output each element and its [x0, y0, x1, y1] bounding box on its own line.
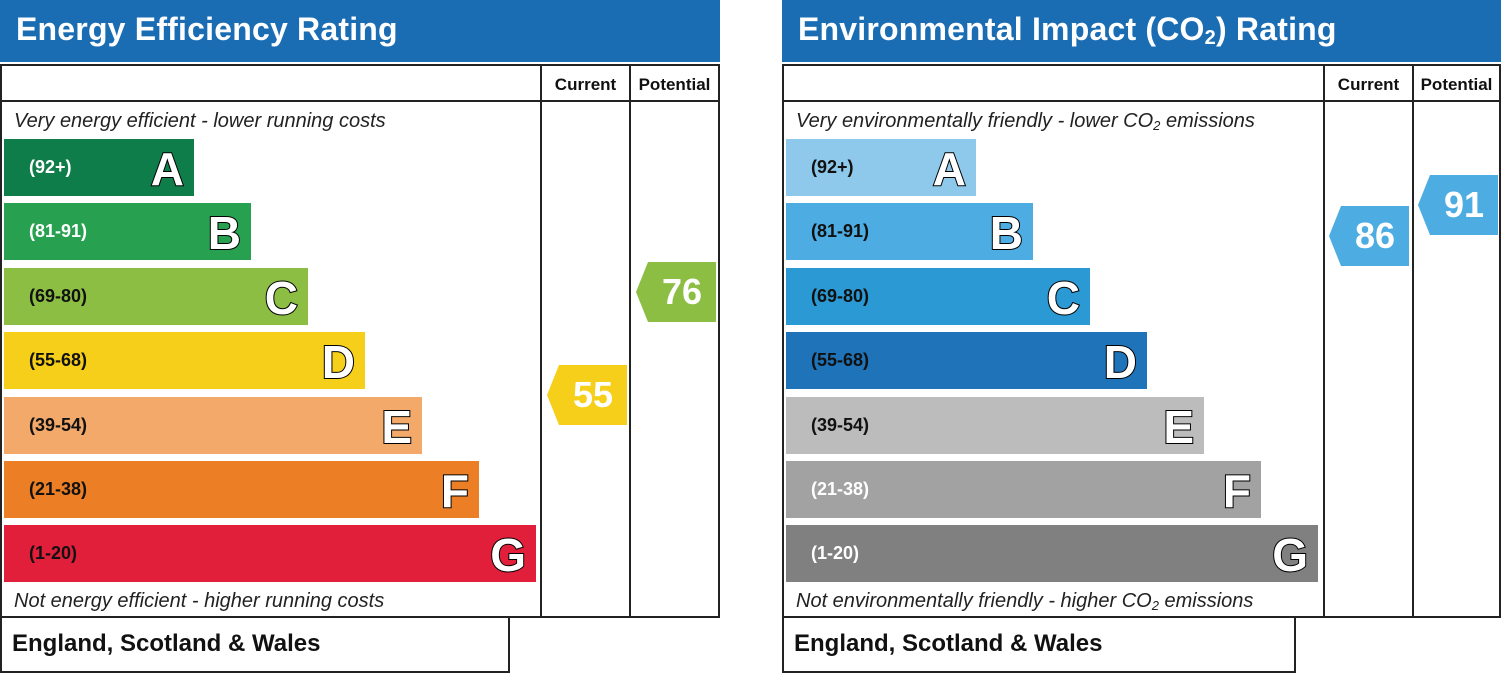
band-range-label: (92+) — [29, 157, 72, 177]
rating-band-g: (1-20) G — [4, 525, 536, 583]
potential-rating-indicator: 91 — [1418, 175, 1498, 236]
rating-arrow-shape — [547, 364, 627, 425]
band-range-label: (69-80) — [811, 285, 870, 306]
current-rating-indicator: 86 — [1329, 205, 1409, 266]
band-letter: F — [1222, 464, 1252, 518]
rating-arrow-shape — [636, 261, 716, 322]
band-range-label: (81-91) — [29, 221, 88, 242]
band-letter: A — [932, 142, 967, 196]
note-part: Not environmentally friendly - higher CO — [796, 590, 1152, 612]
band-letter: E — [380, 400, 413, 454]
band-letter: A — [150, 142, 185, 196]
band-range-label: (21-38) — [29, 479, 88, 499]
top-note: Very environmentally friendly - lower CO… — [796, 110, 1255, 133]
region-label: England, Scotland & Wales — [12, 630, 321, 657]
band-letter: F — [440, 464, 470, 518]
energy-efficiency-chart: Energy Efficiency Rating Current Potenti… — [0, 0, 720, 675]
rating-grid: Current Potential Very environmentally f… — [782, 64, 1501, 618]
chart-title: Energy Efficiency Rating — [16, 11, 398, 47]
rating-band-a: (92+) A — [786, 139, 976, 196]
band-letter: G — [1271, 528, 1309, 582]
environmental-impact-chart: Environmental Impact (CO2) Rating Curren… — [782, 0, 1501, 675]
band-range-label: (1-20) — [29, 543, 78, 564]
chart-header: Energy Efficiency Rating — [0, 0, 720, 62]
potential-column-header: Potential — [638, 75, 711, 94]
band-range-label: (39-54) — [29, 414, 88, 435]
title-subscript: 2 — [1204, 27, 1216, 49]
rating-band-b: (81-91) B — [4, 203, 251, 261]
column-divider — [1323, 66, 1325, 616]
band-range-label: (92+) — [811, 157, 854, 177]
note-subscript: 2 — [1151, 598, 1159, 613]
band-letter: C — [1046, 271, 1081, 325]
rating-band-c: (69-80) C — [786, 267, 1090, 325]
current-column-header: Current — [554, 75, 617, 94]
band-letter: D — [321, 335, 356, 389]
rating-arrow — [1329, 205, 1409, 266]
top-note: Very energy efficient - lower running co… — [14, 110, 386, 132]
title-part: ) Rating — [1215, 11, 1337, 47]
band-letter: G — [489, 528, 527, 582]
rating-band-a: (92+) A — [4, 139, 194, 196]
chart-header: Environmental Impact (CO2) Rating — [782, 0, 1501, 62]
rating-band-c: (69-80) C — [4, 267, 308, 325]
rating-arrow-shape — [1329, 205, 1409, 266]
rating-band-d: (55-68) D — [786, 332, 1147, 390]
current-rating-indicator: 55 — [547, 364, 627, 425]
band-range-label: (39-54) — [811, 414, 870, 435]
band-range-label: (55-68) — [29, 350, 88, 371]
rating-value: 86 — [1354, 214, 1396, 256]
band-range-label: (81-91) — [811, 221, 870, 242]
rating-band-b: (81-91) B — [786, 203, 1033, 261]
band-range-label: (69-80) — [29, 285, 88, 306]
band-range-label: (1-20) — [811, 543, 860, 564]
bottom-note: Not environmentally friendly - higher CO… — [796, 590, 1253, 613]
bottom-note: Not energy efficient - higher running co… — [14, 590, 385, 612]
band-range-label: (21-38) — [811, 479, 870, 499]
band-letter: E — [1162, 400, 1195, 454]
column-divider — [540, 66, 542, 616]
current-column-header: Current — [1337, 75, 1400, 94]
note-subscript: 2 — [1153, 118, 1161, 133]
rating-value: 76 — [661, 270, 703, 312]
note-part: Very environmentally friendly - lower CO — [796, 110, 1154, 132]
region-label: England, Scotland & Wales — [794, 630, 1103, 657]
rating-grid: Current Potential Very energy efficient … — [0, 64, 720, 618]
rating-arrow — [636, 261, 716, 322]
potential-rating-indicator: 76 — [636, 261, 716, 322]
potential-column-header: Potential — [1420, 75, 1493, 94]
column-divider — [1412, 66, 1414, 616]
rating-arrow — [547, 364, 627, 425]
band-letter: D — [1103, 335, 1138, 389]
rating-band-f: (21-38) F — [786, 461, 1261, 518]
band-letter: B — [989, 206, 1024, 260]
rating-band-e: (39-54) E — [786, 396, 1204, 454]
note-part: emissions — [1158, 590, 1254, 612]
title-part: Environmental Impact (CO — [798, 11, 1205, 47]
rating-arrow — [1418, 175, 1498, 236]
chart-title: Environmental Impact (CO2) Rating — [798, 11, 1337, 48]
band-range-label: (55-68) — [811, 350, 870, 371]
rating-band-g: (1-20) G — [786, 525, 1318, 583]
rating-value: 55 — [572, 373, 614, 415]
rating-band-f: (21-38) F — [4, 461, 479, 518]
rating-arrow-shape — [1418, 175, 1498, 236]
header-divider — [2, 100, 718, 102]
column-divider — [629, 66, 631, 616]
band-letter: B — [207, 206, 242, 260]
header-divider — [784, 100, 1499, 102]
rating-band-d: (55-68) D — [4, 332, 365, 390]
region-footer: England, Scotland & Wales — [0, 618, 510, 673]
note-part: emissions — [1160, 110, 1255, 132]
region-footer: England, Scotland & Wales — [782, 618, 1296, 673]
rating-band-e: (39-54) E — [4, 396, 422, 454]
band-letter: C — [264, 271, 299, 325]
rating-value: 91 — [1443, 184, 1485, 226]
